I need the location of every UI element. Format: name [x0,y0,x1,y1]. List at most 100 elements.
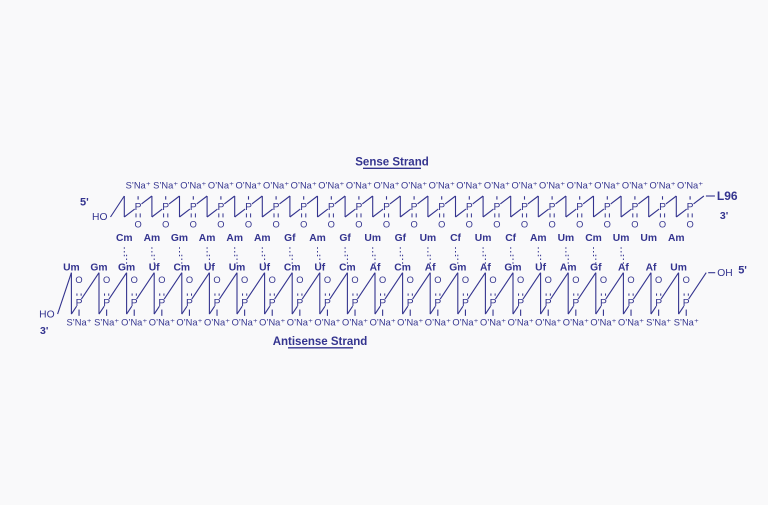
svg-text:O: O [379,275,386,285]
svg-text:O’Na⁺: O’Na⁺ [480,317,506,327]
svg-text:Sense Strand: Sense Strand [355,157,429,169]
svg-text:P: P [214,298,221,309]
svg-text:Um: Um [640,233,657,244]
svg-text:O: O [300,220,307,230]
svg-text:Antisense Strand: Antisense Strand [273,336,368,348]
svg-text:Gm: Gm [171,233,188,244]
svg-text:O’Na⁺: O’Na⁺ [208,181,234,191]
svg-text:S’Na⁺: S’Na⁺ [153,181,178,191]
svg-text:Um: Um [420,233,437,244]
svg-text:O: O [438,220,445,230]
svg-text:O’Na⁺: O’Na⁺ [176,317,202,327]
svg-text:P: P [683,298,690,309]
svg-text:P: P [572,298,579,309]
svg-text:5': 5' [738,265,747,277]
svg-text:P: P [245,202,252,213]
svg-text:O: O [103,275,110,285]
svg-text:P: P [434,298,441,309]
svg-text:Um: Um [229,262,246,273]
svg-text:Um: Um [63,262,80,273]
svg-text:O’Na⁺: O’Na⁺ [287,317,313,327]
svg-text:O’Na⁺: O’Na⁺ [149,317,175,327]
svg-text:O’Na⁺: O’Na⁺ [677,181,703,191]
svg-text:Uf: Uf [259,262,270,273]
svg-text:Gm: Gm [90,262,107,273]
svg-text:O’Na⁺: O’Na⁺ [567,181,593,191]
svg-text:P: P [158,298,165,309]
svg-text:O’Na⁺: O’Na⁺ [429,181,455,191]
svg-text:O: O [241,275,248,285]
svg-text:O’Na⁺: O’Na⁺ [121,317,147,327]
svg-text:O: O [186,275,193,285]
svg-text:Uf: Uf [149,262,160,273]
svg-text:O’Na⁺: O’Na⁺ [452,317,478,327]
svg-text:P: P [379,298,386,309]
svg-text:O: O [600,275,607,285]
svg-text:P: P [549,202,556,213]
svg-text:O: O [162,220,169,230]
svg-text:O’Na⁺: O’Na⁺ [511,181,537,191]
svg-text:O’Na⁺: O’Na⁺ [539,181,565,191]
svg-text:O: O [407,275,414,285]
svg-text:Am: Am [530,233,547,244]
svg-text:O: O [217,220,224,230]
svg-text:Gm: Gm [449,262,466,273]
svg-text:Am: Am [226,233,243,244]
svg-text:O: O [631,220,638,230]
svg-text:Am: Am [560,262,577,273]
svg-text:O’Na⁺: O’Na⁺ [508,317,534,327]
svg-text:P: P [631,202,638,213]
svg-text:P: P [131,298,138,309]
svg-text:O’Na⁺: O’Na⁺ [535,317,561,327]
svg-text:Gf: Gf [590,262,602,273]
svg-text:O: O [269,275,276,285]
svg-text:P: P [383,202,390,213]
svg-text:P: P [687,202,694,213]
svg-text:O’Na⁺: O’Na⁺ [263,181,289,191]
svg-text:S’Na⁺: S’Na⁺ [94,317,119,327]
svg-text:Gf: Gf [395,233,407,244]
svg-text:O’Na⁺: O’Na⁺ [235,181,261,191]
svg-text:Um: Um [613,233,630,244]
svg-text:P: P [517,298,524,309]
svg-text:P: P [411,202,418,213]
svg-text:O’Na⁺: O’Na⁺ [401,181,427,191]
svg-text:O: O [134,220,141,230]
svg-text:O: O [576,220,583,230]
svg-text:P: P [324,298,331,309]
svg-text:Af: Af [646,262,657,273]
svg-text:O’Na⁺: O’Na⁺ [342,317,368,327]
svg-text:O: O [410,220,417,230]
svg-text:O’Na⁺: O’Na⁺ [346,181,372,191]
svg-text:3': 3' [40,325,48,337]
svg-text:P: P [600,298,607,309]
svg-text:O’Na⁺: O’Na⁺ [456,181,482,191]
svg-text:P: P [545,298,552,309]
svg-text:O: O [213,275,220,285]
svg-text:P: P [352,298,359,309]
svg-text:P: P [659,202,666,213]
svg-text:O: O [324,275,331,285]
svg-text:O: O [272,220,279,230]
svg-text:O: O [462,275,469,285]
svg-text:O’Na⁺: O’Na⁺ [397,317,423,327]
svg-text:P: P [490,298,497,309]
svg-text:S’Na⁺: S’Na⁺ [126,181,151,191]
svg-text:O: O [517,275,524,285]
svg-text:S’Na⁺: S’Na⁺ [66,317,91,327]
svg-text:O: O [686,220,693,230]
svg-text:O: O [351,275,358,285]
svg-text:P: P [655,298,662,309]
svg-text:Am: Am [144,233,161,244]
svg-text:P: P [355,202,362,213]
svg-text:P: P [300,202,307,213]
svg-text:S’Na⁺: S’Na⁺ [674,317,699,327]
svg-text:O’Na⁺: O’Na⁺ [563,317,589,327]
svg-text:O: O [383,220,390,230]
svg-text:O’Na⁺: O’Na⁺ [649,181,675,191]
svg-text:Cm: Cm [174,262,191,273]
svg-text:Cm: Cm [585,233,602,244]
svg-text:O’Na⁺: O’Na⁺ [590,317,616,327]
svg-text:O: O [659,220,666,230]
svg-text:P: P [438,202,445,213]
